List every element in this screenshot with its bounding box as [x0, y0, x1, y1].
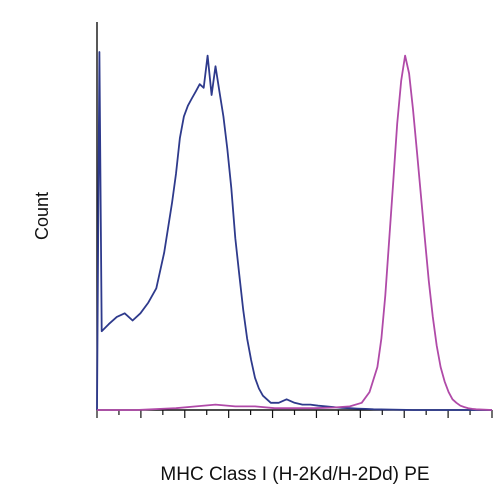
series-group — [96, 51, 493, 411]
y-axis-label: Count — [32, 192, 52, 240]
x-axis-ticks — [96, 410, 493, 418]
series-line-2 — [97, 54, 493, 411]
series-line-1 — [96, 51, 492, 411]
x-axis-label: MHC Class I (H-2Kd/H-2Dd) PE — [160, 464, 429, 485]
